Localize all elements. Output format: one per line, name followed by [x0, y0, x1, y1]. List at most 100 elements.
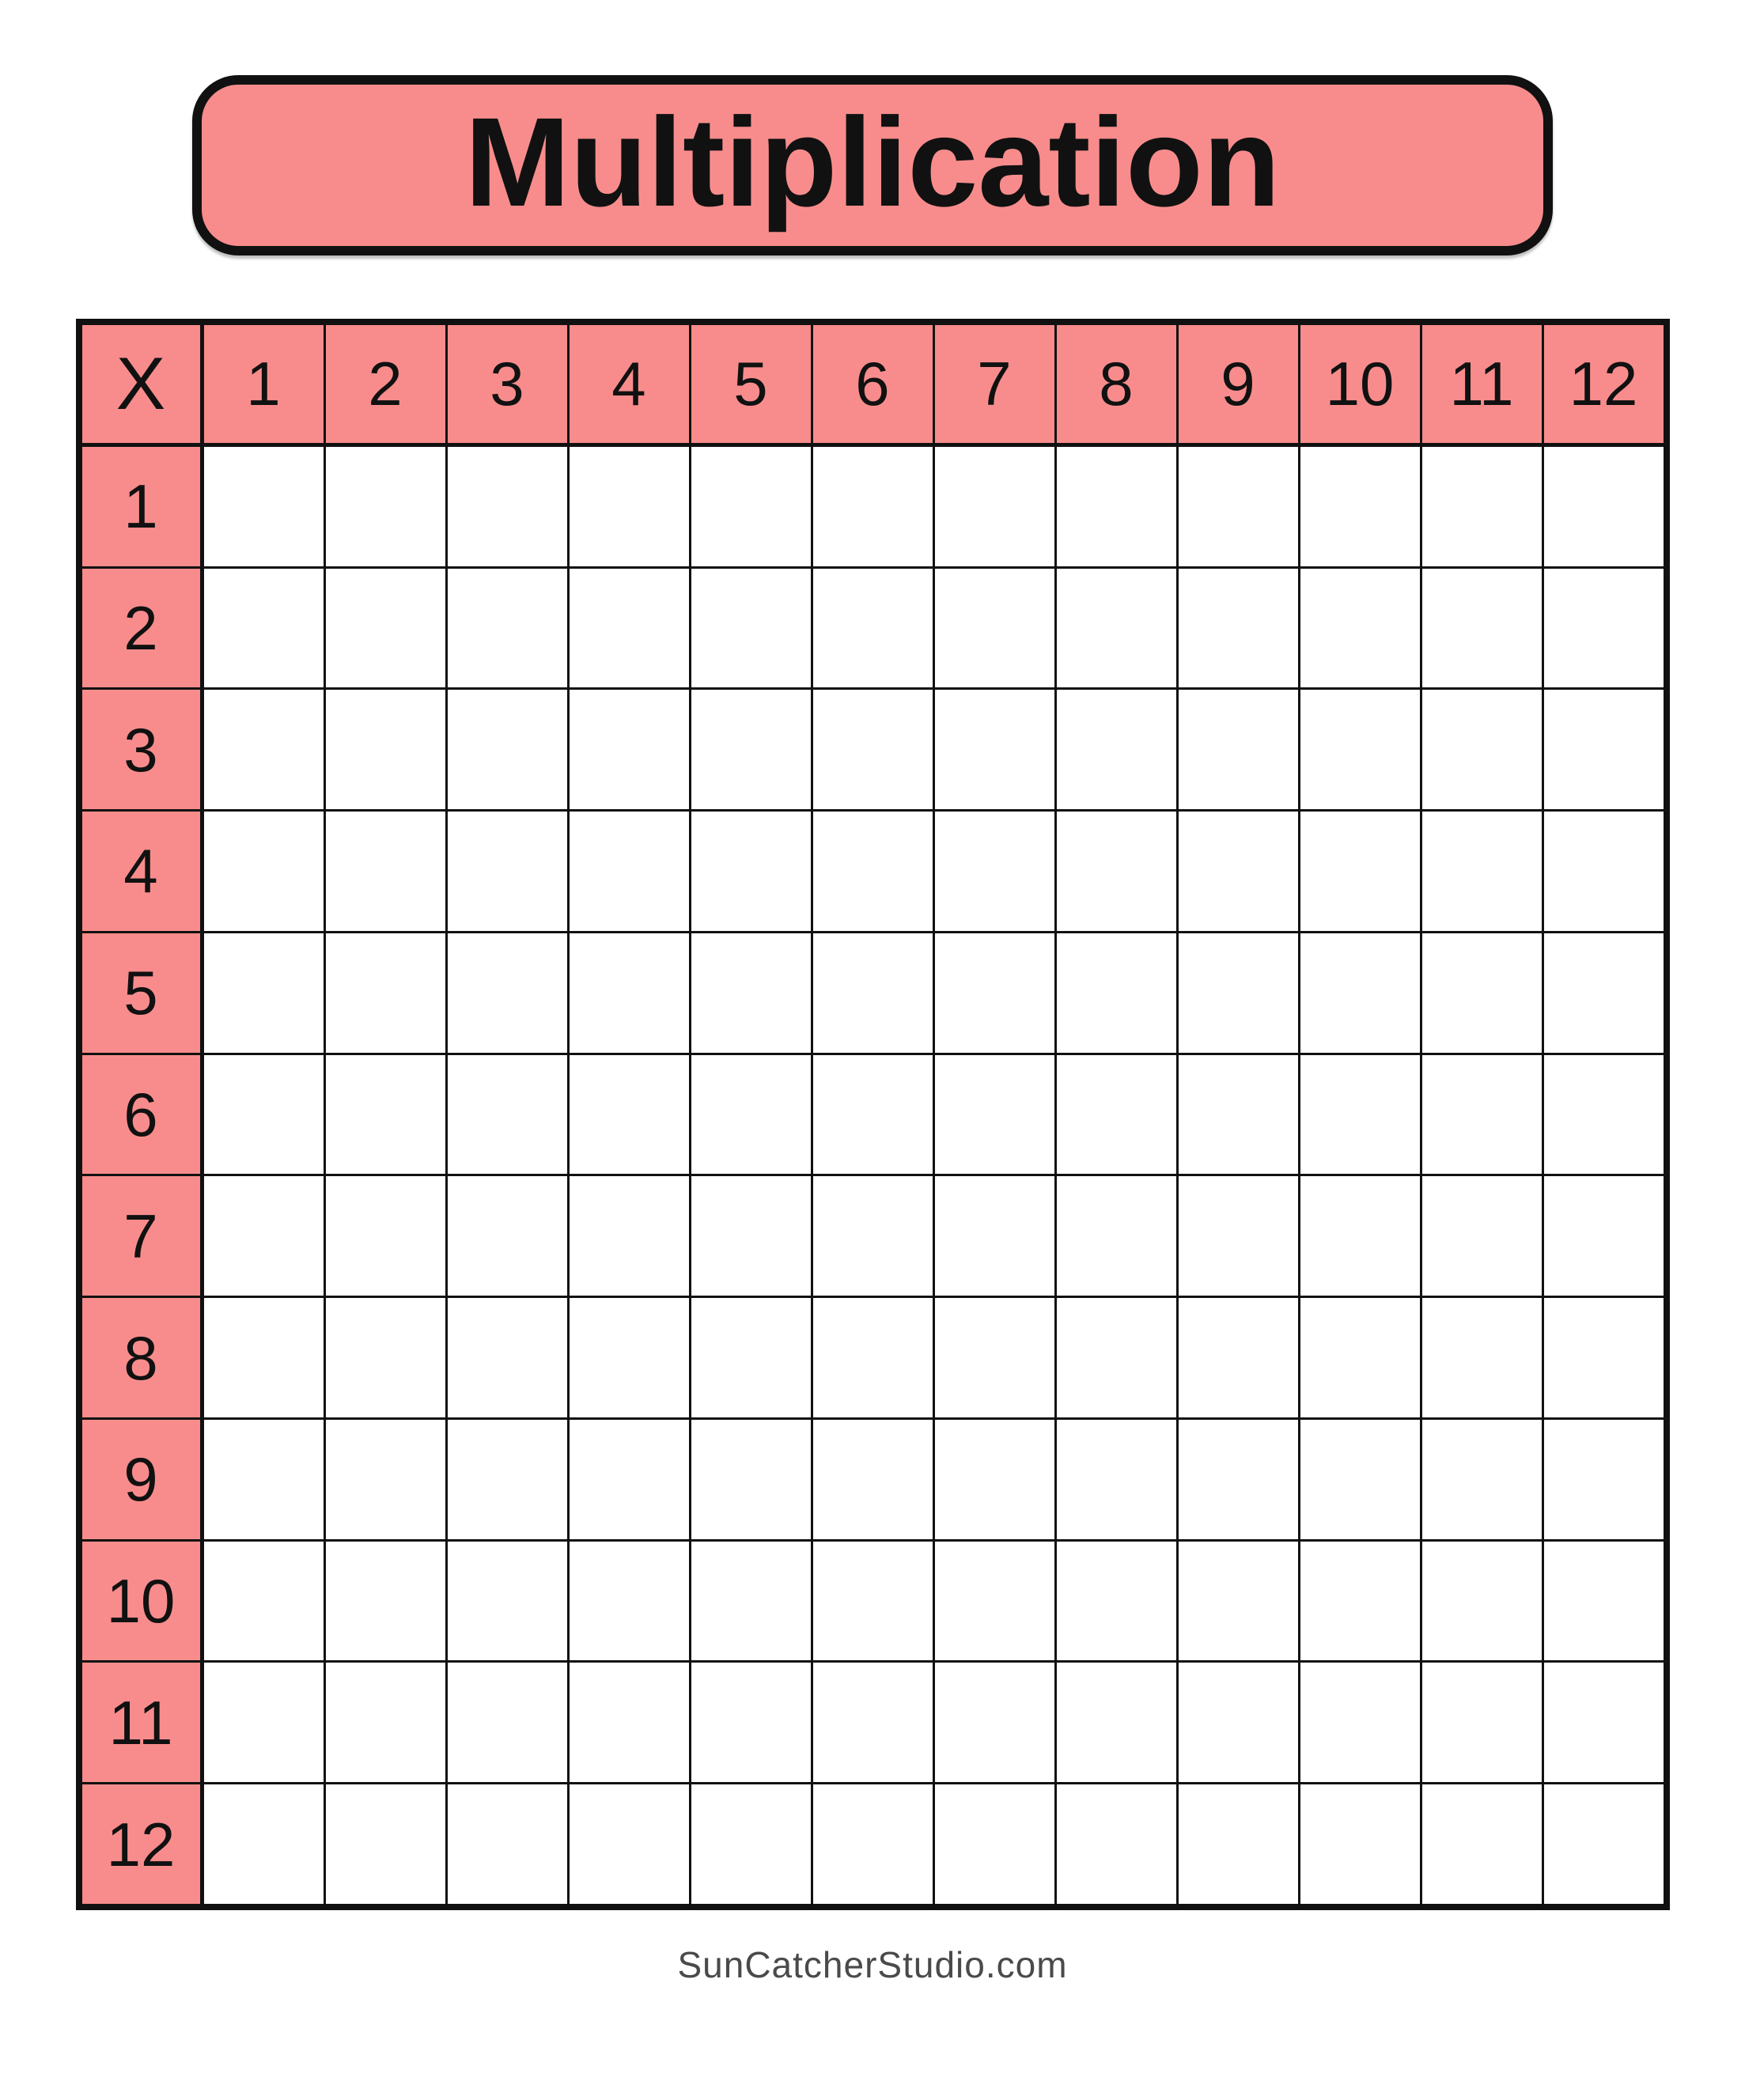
grid-cell-r11c1	[203, 1663, 324, 1783]
grid-cell-r10c3	[447, 1541, 567, 1661]
grid-cell-r8c7	[934, 1298, 1054, 1417]
column-header-5: 5	[691, 325, 811, 445]
grid-cell-r2c2	[325, 568, 445, 688]
grid-cell-r9c2	[325, 1419, 445, 1539]
grid-cell-r9c10	[1300, 1419, 1420, 1539]
grid-cell-r8c2	[325, 1298, 445, 1417]
row-header-11: 11	[81, 1663, 202, 1783]
grid-cell-r6c7	[934, 1054, 1054, 1175]
grid-cell-r1c7	[934, 446, 1054, 566]
row-header-10: 10	[81, 1541, 202, 1661]
grid-cell-r7c7	[934, 1176, 1054, 1296]
grid-cell-r3c10	[1300, 690, 1420, 810]
grid-cell-r9c9	[1178, 1419, 1298, 1539]
grid-cell-r7c1	[203, 1176, 324, 1296]
grid-cell-r2c4	[569, 568, 689, 688]
grid-cell-r4c1	[203, 812, 324, 931]
grid-cell-r10c10	[1300, 1541, 1420, 1661]
column-header-11: 11	[1421, 325, 1542, 445]
grid-cell-r3c9	[1178, 690, 1298, 810]
grid-cell-r3c6	[812, 690, 933, 810]
grid-cell-r1c3	[447, 446, 567, 566]
grid-cell-r11c2	[325, 1663, 445, 1783]
grid-cell-r10c6	[812, 1541, 933, 1661]
grid-cell-r10c2	[325, 1541, 445, 1661]
grid-cell-r12c5	[691, 1784, 811, 1904]
grid-cell-r6c12	[1543, 1054, 1664, 1175]
grid-cell-r2c11	[1421, 568, 1542, 688]
grid-cell-r2c1	[203, 568, 324, 688]
grid-cell-r5c2	[325, 933, 445, 1053]
row-header-8: 8	[81, 1298, 202, 1417]
grid-cell-r12c7	[934, 1784, 1054, 1904]
grid-cell-r2c6	[812, 568, 933, 688]
grid-cell-r6c4	[569, 1054, 689, 1175]
grid-cell-r6c6	[812, 1054, 933, 1175]
grid-cell-r9c3	[447, 1419, 567, 1539]
grid-cell-r10c9	[1178, 1541, 1298, 1661]
grid-cell-r12c12	[1543, 1784, 1664, 1904]
grid-cell-r4c9	[1178, 812, 1298, 931]
grid-cell-r4c11	[1421, 812, 1542, 931]
grid-cell-r5c11	[1421, 933, 1542, 1053]
grid-cell-r7c4	[569, 1176, 689, 1296]
row-header-5: 5	[81, 933, 202, 1053]
grid-cell-r4c4	[569, 812, 689, 931]
grid-cell-r4c12	[1543, 812, 1664, 931]
row-header-2: 2	[81, 568, 202, 688]
grid-cell-r12c6	[812, 1784, 933, 1904]
grid-cell-r12c10	[1300, 1784, 1420, 1904]
grid-cell-r7c10	[1300, 1176, 1420, 1296]
grid-cell-r4c3	[447, 812, 567, 931]
grid-cell-r8c3	[447, 1298, 567, 1417]
grid-cell-r7c3	[447, 1176, 567, 1296]
column-header-1: 1	[203, 325, 324, 445]
row-header-4: 4	[81, 812, 202, 931]
grid-cell-r10c1	[203, 1541, 324, 1661]
grid-cell-r8c11	[1421, 1298, 1542, 1417]
grid-cell-r10c5	[691, 1541, 811, 1661]
grid-cell-r3c4	[569, 690, 689, 810]
grid-cell-r12c1	[203, 1784, 324, 1904]
grid-cell-r11c4	[569, 1663, 689, 1783]
row-header-1: 1	[81, 446, 202, 566]
grid-cell-r3c3	[447, 690, 567, 810]
grid-cell-r8c1	[203, 1298, 324, 1417]
grid-cell-r1c12	[1543, 446, 1664, 566]
grid-cell-r8c8	[1056, 1298, 1176, 1417]
grid-cell-r3c8	[1056, 690, 1176, 810]
grid-cell-r12c3	[447, 1784, 567, 1904]
grid-cell-r2c12	[1543, 568, 1664, 688]
grid-cell-r5c9	[1178, 933, 1298, 1053]
grid-cell-r11c3	[447, 1663, 567, 1783]
grid-cell-r8c12	[1543, 1298, 1664, 1417]
grid-cell-r1c1	[203, 446, 324, 566]
grid-cell-r12c9	[1178, 1784, 1298, 1904]
grid-cell-r10c4	[569, 1541, 689, 1661]
grid-cell-r8c9	[1178, 1298, 1298, 1417]
grid-cell-r11c6	[812, 1663, 933, 1783]
grid-cell-r3c11	[1421, 690, 1542, 810]
grid-cell-r3c2	[325, 690, 445, 810]
credit-text: SunCatcherStudio.com	[677, 1944, 1068, 1985]
multiplication-grid: X 1 2 3 4 5 6 7 8 9 10 11 12 1 2 3 4 5 6 7 8 9 10 11 12	[75, 319, 1670, 1910]
grid-cell-r3c12	[1543, 690, 1664, 810]
column-header-6: 6	[812, 325, 933, 445]
grid-cell-r5c8	[1056, 933, 1176, 1053]
grid-cell-r2c8	[1056, 568, 1176, 688]
grid-cell-r5c3	[447, 933, 567, 1053]
column-header-7: 7	[934, 325, 1054, 445]
column-header-2: 2	[325, 325, 445, 445]
grid-cell-r12c2	[325, 1784, 445, 1904]
row-header-6: 6	[81, 1054, 202, 1175]
grid-cell-r2c10	[1300, 568, 1420, 688]
grid-cell-r5c7	[934, 933, 1054, 1053]
grid-cell-r6c5	[691, 1054, 811, 1175]
grid-cell-r1c2	[325, 446, 445, 566]
grid-cell-r7c12	[1543, 1176, 1664, 1296]
column-header-8: 8	[1056, 325, 1176, 445]
grid-cell-r5c6	[812, 933, 933, 1053]
grid-cell-r7c6	[812, 1176, 933, 1296]
row-header-9: 9	[81, 1419, 202, 1539]
grid-cell-r8c5	[691, 1298, 811, 1417]
